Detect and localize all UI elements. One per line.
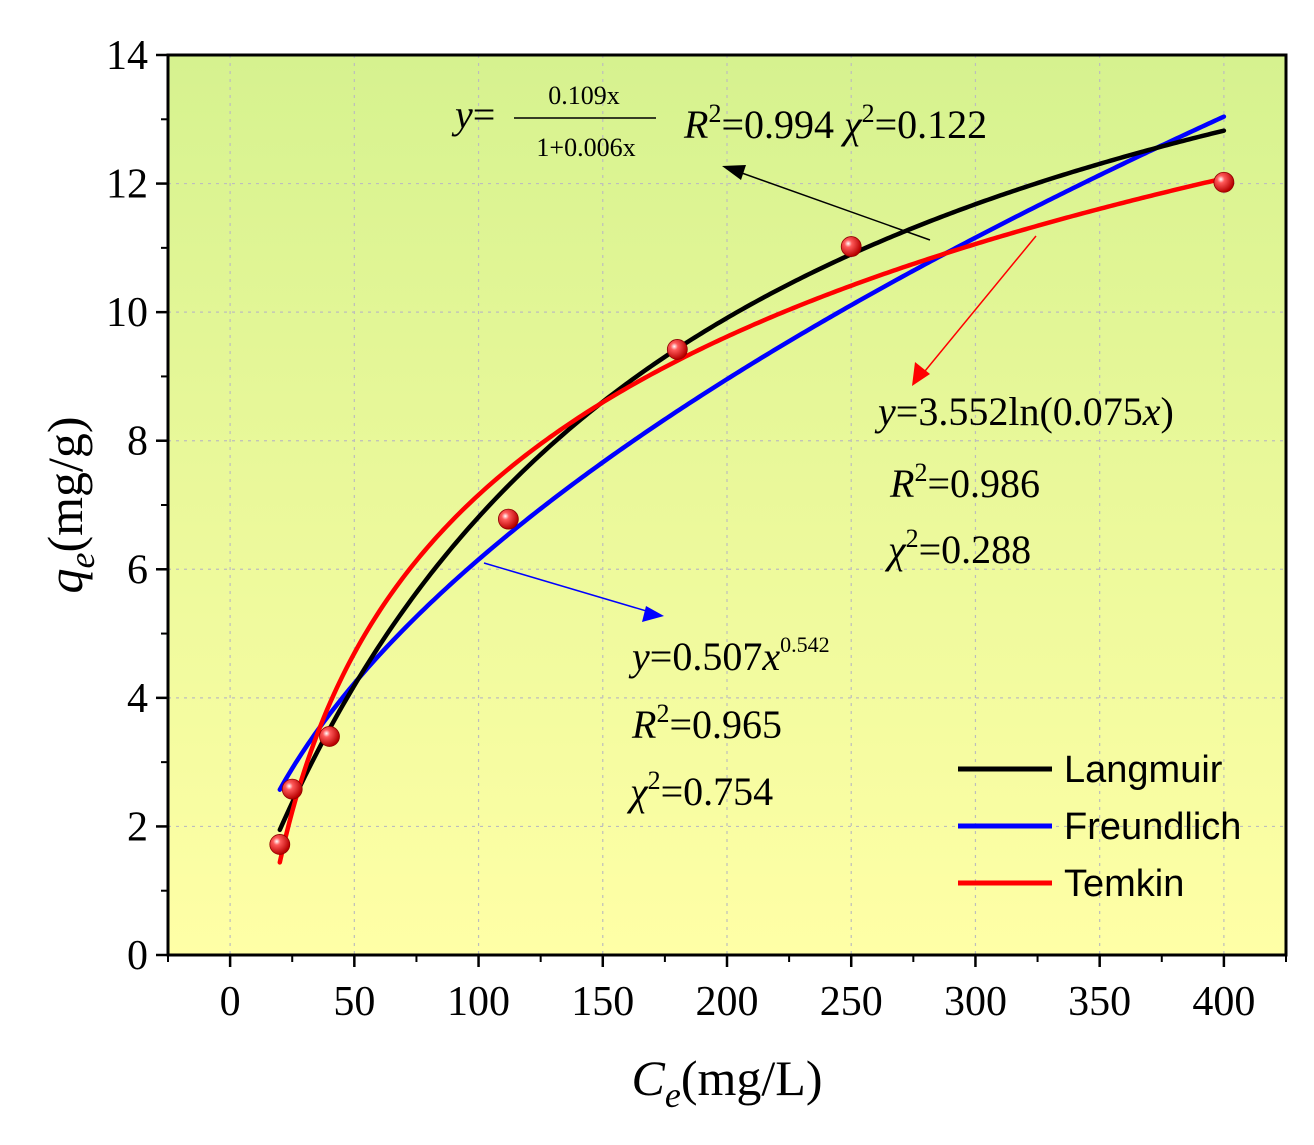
data-point	[1213, 171, 1235, 193]
y-tick-label: 14	[106, 33, 148, 79]
curve-freundlich	[277, 114, 1227, 792]
temkin-annotation-arrow	[915, 235, 1037, 383]
x-tick-label: 300	[944, 979, 1007, 1025]
temkin-annotation: y=3.552ln(0.075x) R2=0.986 χ2=0.288	[874, 389, 1174, 572]
x-tick-label: 100	[447, 979, 510, 1025]
langmuir-denominator: 1+0.006x	[536, 133, 635, 162]
temkin-equation: y=3.552ln(0.075x)	[874, 389, 1174, 434]
temkin-arrowhead	[912, 362, 930, 386]
y-tick-label: 4	[127, 676, 148, 722]
langmuir-stats: R2=0.994 χ2=0.122	[683, 99, 987, 147]
langmuir-arrowhead	[722, 165, 746, 180]
y-tick-label: 12	[106, 162, 148, 208]
y-tick-label: 2	[127, 804, 148, 850]
freundlich-annotation-arrow	[483, 562, 661, 616]
langmuir-numerator: 0.109x	[548, 81, 620, 110]
x-tick-label: 0	[220, 979, 241, 1025]
y-tick-label: 6	[127, 547, 148, 593]
langmuir-annotation-arrow	[724, 166, 931, 241]
y-tick-label: 10	[106, 290, 148, 336]
curve-langmuir	[277, 128, 1227, 833]
x-tick-label: 200	[696, 979, 759, 1025]
data-point	[319, 726, 340, 747]
freundlich-r2: R2=0.965	[631, 699, 782, 747]
x-axis-label: Ce(mg/L)	[632, 1050, 823, 1115]
axis-ticks: 0 50 100 150 200 250 300 350 400 0 2 4 6 8 10 12 14	[106, 33, 1287, 1025]
legend: Langmuir Freundlich Temkin	[958, 749, 1241, 905]
data-point	[269, 834, 291, 855]
x-tick-label: 250	[820, 979, 883, 1025]
legend-label-freundlich: Freundlich	[1064, 806, 1241, 848]
y-tick-label: 8	[127, 419, 148, 465]
temkin-r2: R2=0.986	[889, 458, 1040, 506]
freundlich-annotation: y=0.507x0.542 R2=0.965 χ2=0.754	[626, 632, 830, 814]
freundlich-equation: y=0.507x0.542	[628, 632, 830, 679]
x-tick-label: 150	[571, 979, 634, 1025]
data-point	[666, 339, 688, 360]
data-point	[497, 508, 519, 530]
x-tick-label: 50	[333, 979, 375, 1025]
legend-label-langmuir: Langmuir	[1064, 749, 1223, 791]
y-tick-label: 0	[127, 933, 148, 979]
x-tick-label: 400	[1192, 979, 1255, 1025]
temkin-chi2: χ2=0.288	[884, 524, 1031, 572]
fit-curves	[277, 114, 1227, 865]
y-axis-label: qe(mg/g)	[37, 416, 102, 593]
x-tick-label: 350	[1068, 979, 1131, 1025]
data-point	[281, 778, 303, 800]
legend-label-temkin: Temkin	[1064, 863, 1184, 905]
curve-temkin	[277, 176, 1227, 865]
freundlich-chi2: χ2=0.754	[626, 766, 773, 814]
annotation-arrows	[483, 165, 1037, 622]
data-point	[840, 236, 862, 257]
data-points	[269, 171, 1235, 855]
freundlich-arrowhead	[642, 606, 664, 622]
langmuir-eq-lhs: y=	[451, 92, 495, 137]
langmuir-annotation: y= 0.109x 1+0.006x R2=0.994 χ2=0.122	[451, 81, 987, 162]
